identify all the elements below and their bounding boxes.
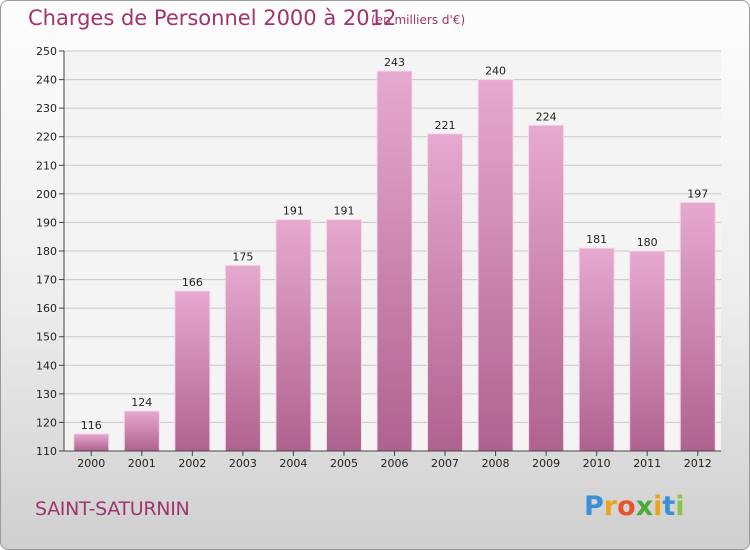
bar-2010 [578, 247, 615, 452]
x-tick-label: 2008 [482, 457, 510, 470]
data-label-2011: 180 [637, 236, 658, 249]
bar-2001 [123, 410, 160, 452]
x-axis: 2000 2001 2002 2003 2004 2005 2006 2007 2008 2009… [64, 450, 721, 470]
x-tick-label: 2001 [128, 457, 156, 470]
x-tick-label: 2012 [684, 457, 712, 470]
x-tick-label: 2000 [77, 457, 105, 470]
logo-letter: x [635, 491, 654, 522]
logo-letter: o [617, 491, 636, 522]
y-tick-label: 200 [36, 188, 57, 201]
data-label-2012: 197 [687, 187, 708, 200]
bar-2006 [376, 70, 413, 452]
data-label-2008: 240 [485, 65, 506, 78]
x-tick-label: 2011 [633, 457, 661, 470]
bar-2003 [224, 264, 261, 452]
x-tick-label: 2006 [381, 457, 409, 470]
data-label-2009: 224 [536, 110, 557, 123]
logo-letter: i [675, 491, 685, 522]
town-name: SAINT-SATURNIN [35, 498, 190, 520]
bar-2004 [275, 219, 312, 452]
chart-subtitle: (en milliers d'€) [371, 13, 466, 27]
data-label-2000: 116 [81, 419, 102, 432]
y-axis: 110 120 130 140 150 160 170 180 190 200 210 220 230 2… [36, 45, 65, 458]
x-tick-label: 2007 [431, 457, 459, 470]
data-label-2006: 243 [384, 56, 405, 69]
logo-letter: r [603, 491, 618, 522]
y-tick-label: 240 [36, 74, 57, 87]
data-label-2004: 191 [283, 205, 304, 218]
bar-2000 [73, 433, 110, 452]
logo-letter: t [662, 491, 676, 522]
y-tick-label: 190 [36, 216, 57, 229]
y-tick-label: 150 [36, 331, 57, 344]
x-tick-label: 2009 [532, 457, 560, 470]
bar-2005 [325, 219, 362, 452]
proxiti-logo: Proxiti [584, 491, 685, 522]
y-tick-label: 180 [36, 245, 57, 258]
data-label-2007: 221 [435, 119, 456, 132]
logo-letter: P [584, 491, 604, 522]
bar-2002 [174, 290, 211, 452]
y-tick-label: 170 [36, 274, 57, 287]
x-tick-label: 2004 [279, 457, 307, 470]
data-label-2001: 124 [131, 396, 152, 409]
bar-2009 [528, 124, 565, 452]
y-tick-label: 140 [36, 359, 57, 372]
bars [73, 70, 716, 452]
x-tick-label: 2002 [178, 457, 206, 470]
bar-2007 [427, 133, 464, 452]
bar-2008 [477, 79, 514, 452]
y-tick-label: 220 [36, 131, 57, 144]
data-label-2010: 181 [586, 233, 607, 246]
x-tick-label: 2005 [330, 457, 358, 470]
y-tick-label: 130 [36, 388, 57, 401]
data-labels: 116 124 166 175 191 191 243 221 240 224 181 180 197 [81, 56, 708, 432]
data-label-2005: 191 [333, 205, 354, 218]
bar-2012 [679, 201, 716, 452]
chart-title: Charges de Personnel 2000 à 2012 [28, 6, 397, 30]
y-tick-label: 120 [36, 416, 57, 429]
y-tick-label: 250 [36, 45, 57, 58]
bar-2011 [629, 250, 666, 452]
data-label-2002: 166 [182, 276, 203, 289]
y-tick-label: 210 [36, 159, 57, 172]
data-label-2003: 175 [232, 250, 253, 263]
x-tick-label: 2010 [583, 457, 611, 470]
x-tick-label: 2003 [229, 457, 257, 470]
y-tick-label: 110 [36, 445, 57, 458]
logo-letter: i [653, 491, 663, 522]
y-tick-label: 160 [36, 302, 57, 315]
y-tick-label: 230 [36, 102, 57, 115]
